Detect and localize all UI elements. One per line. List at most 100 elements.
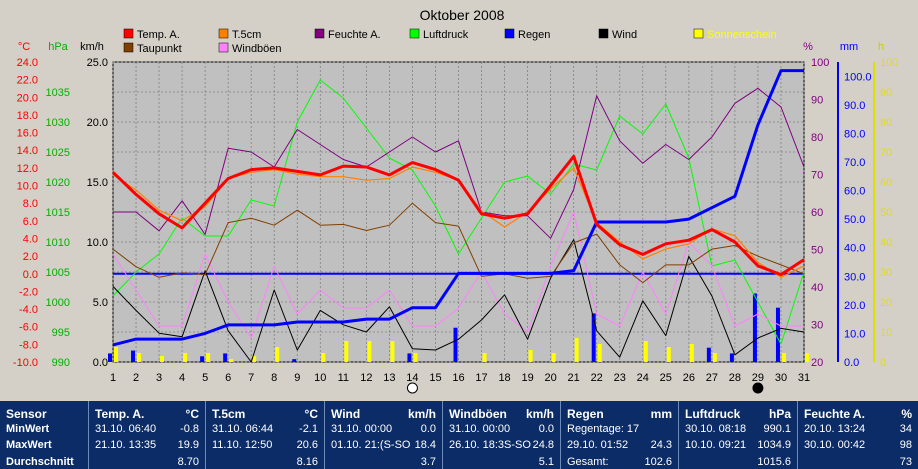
axis-unit-humidity: % [803, 41, 813, 53]
table-cell: 30.10. 08:18 990.1 [685, 423, 791, 435]
tick-label-sun: 40 [880, 237, 892, 249]
tick-label-humidity: 60 [811, 207, 823, 219]
legend-label: Regen [518, 29, 550, 41]
tick-label-temp: 24.0 [17, 57, 38, 69]
tick-label-x: 24 [637, 372, 649, 384]
bar-sunshine [712, 353, 717, 362]
cell-value: 34 [899, 423, 912, 435]
bar-rain [775, 307, 780, 362]
bar-rain [752, 293, 757, 362]
cell-value: 24.8 [532, 439, 554, 451]
tick-label-pressure: 1030 [46, 117, 70, 129]
legend-label: Luftdruck [423, 29, 469, 41]
axis-unit-sun: h [878, 41, 884, 53]
table-header: Temp. A. [95, 407, 145, 421]
series-line-wind [112, 239, 805, 363]
series-line-taupunkt [112, 202, 805, 284]
bar-sunshine [367, 341, 372, 362]
cell-label: 31.10. 00:00 [331, 423, 393, 435]
tick-label-temp: -6.0 [19, 322, 38, 334]
tick-label-x: 27 [706, 372, 718, 384]
legend-swatch [314, 28, 325, 39]
tick-label-temp: -8.0 [19, 339, 38, 351]
tick-label-rain: 90.0 [844, 100, 865, 112]
tick-label-sun: 100 [880, 57, 898, 69]
tick-label-temp: 6.0 [23, 216, 38, 228]
tick-label-wind: 15.0 [87, 177, 108, 189]
table-cell: 31.10. 06:44 -2.1 [212, 423, 318, 435]
tick-label-humidity: 80 [811, 132, 823, 144]
tick-label-x: 19 [521, 372, 533, 384]
cell-label: 31.10. 06:40 [95, 423, 157, 435]
tick-label-temp: 4.0 [23, 233, 38, 245]
tick-label-temp: -10.0 [13, 357, 38, 369]
legend-label: Temp. A. [137, 29, 180, 41]
bar-rain [729, 353, 734, 362]
tick-label-pressure: 1005 [46, 267, 70, 279]
bar-sunshine [597, 344, 602, 362]
bar-sunshine [321, 353, 326, 362]
legend-swatch [598, 28, 609, 39]
tick-label-humidity: 40 [811, 282, 823, 294]
table-header: Wind [331, 407, 361, 421]
cell-label: 11.10. 12:50 [212, 439, 273, 451]
table-header: Regen [567, 407, 604, 421]
table-unit: km/h [407, 407, 436, 421]
tick-label-x: 16 [452, 372, 464, 384]
tick-label-humidity: 70 [811, 170, 823, 182]
table-cell: 31.10. 06:40 -0.8 [95, 423, 199, 435]
table-col-rain: Regen mm Regentage: 17 29.10. 01:52 24.3 G… [560, 401, 678, 469]
tick-label-x: 25 [660, 372, 672, 384]
axis-unit-wind: km/h [80, 41, 104, 53]
cell-value: 1015.6 [757, 456, 791, 468]
tick-label-humidity: 100 [811, 57, 829, 69]
bar-sunshine [390, 341, 395, 362]
tick-label-wind: 20.0 [87, 117, 108, 129]
cell-label: Regentage: 17 [567, 423, 640, 435]
bar-sunshine [206, 353, 211, 362]
tick-label-pressure: 1010 [46, 237, 70, 249]
tick-label-humidity: 50 [811, 245, 823, 257]
tick-label-x: 23 [614, 372, 626, 384]
tick-label-temp: 16.0 [17, 128, 38, 140]
cell-value: -0.8 [180, 423, 199, 435]
tick-label-rain: 80.0 [844, 128, 865, 140]
tick-label-wind: 5.0 [93, 297, 108, 309]
new-moon-icon [752, 382, 764, 394]
cell-label: 10.10. 09:21 [685, 439, 747, 451]
cell-label: 31.10. 00:00 [449, 423, 511, 435]
table-header: Sensor [6, 407, 47, 421]
tick-label-sun: 10 [880, 327, 892, 339]
tick-label-rain: 40.0 [844, 243, 865, 255]
tick-label-x: 14 [406, 372, 418, 384]
bar-rain [407, 353, 412, 362]
cell-label: 21.10. 13:35 [95, 439, 157, 451]
cell-value: 20.6 [296, 439, 318, 451]
bar-sunshine [689, 344, 694, 362]
tick-label-x: 22 [591, 372, 603, 384]
tick-label-pressure: 1000 [46, 297, 70, 309]
table-cell: 31.10. 00:00 0.0 [449, 423, 554, 435]
tick-label-temp: 22.0 [17, 75, 38, 87]
table-cell: 21.10. 13:35 19.9 [95, 439, 199, 451]
legend-label: Wind [612, 29, 637, 41]
tick-label-pressure: 990 [52, 357, 70, 369]
bar-rain [292, 359, 297, 362]
bar-rain [200, 356, 205, 362]
tick-label-rain: 70.0 [844, 157, 865, 169]
bar-sunshine [551, 353, 556, 362]
legend-label: Sonnenschein [707, 29, 777, 41]
tick-label-x: 8 [271, 372, 277, 384]
tick-label-temp: 12.0 [17, 163, 38, 175]
bar-sunshine [137, 353, 142, 362]
table-col-humidity: Feuchte A.% 20.10. 13:24 34 30.10. 00:42 9… [797, 401, 918, 469]
tick-label-x: 20 [545, 372, 557, 384]
tick-label-sun: 70 [880, 147, 892, 159]
row-label-min: MinWert [6, 423, 50, 435]
tick-label-sun: 60 [880, 177, 892, 189]
chart-title: Oktober 2008 [420, 7, 505, 23]
tick-label-wind: 0.0 [93, 357, 108, 369]
tick-label-sun: 0 [880, 357, 886, 369]
tick-label-x: 9 [294, 372, 300, 384]
axis-unit-rain: mm [840, 41, 858, 53]
